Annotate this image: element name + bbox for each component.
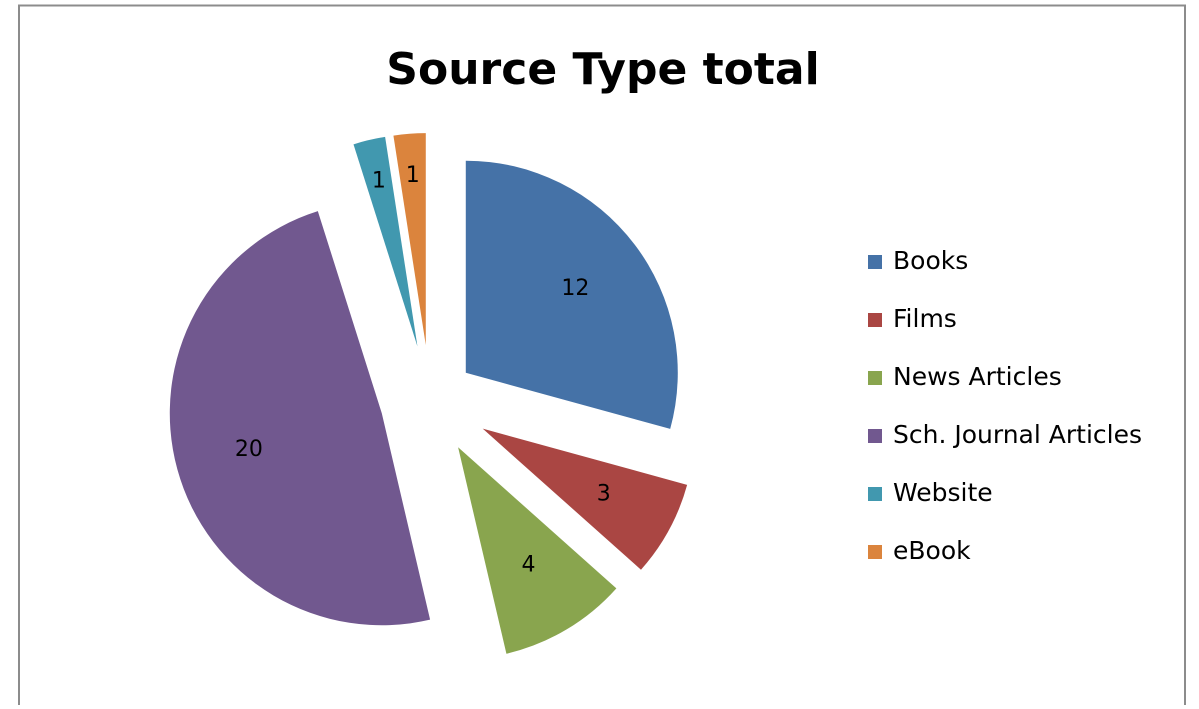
- pie-slice: [482, 428, 688, 570]
- legend-swatch: [868, 429, 882, 443]
- data-label: 3: [597, 481, 611, 506]
- legend-label: Website: [893, 478, 993, 507]
- pie-slice: [458, 447, 617, 654]
- data-label: 4: [522, 553, 536, 578]
- pie-slice: [465, 160, 678, 429]
- legend-label: Books: [893, 246, 968, 275]
- legend-label: eBook: [893, 536, 971, 565]
- chart-border: [18, 4, 1186, 709]
- pie-slice: [353, 136, 418, 347]
- legend-label: Sch. Journal Articles: [893, 420, 1142, 449]
- legend-label: News Articles: [893, 362, 1062, 391]
- legend-swatch: [868, 487, 882, 501]
- data-label: 12: [561, 276, 589, 301]
- legend-swatch: [868, 371, 882, 385]
- data-label: 1: [406, 163, 420, 188]
- legend-swatch: [868, 313, 882, 327]
- data-label: 20: [235, 437, 263, 462]
- legend-swatch: [868, 545, 882, 559]
- data-label: 1: [372, 168, 386, 193]
- pie-slice: [393, 133, 426, 346]
- pie-slice: [169, 211, 431, 626]
- legend-label: Films: [893, 304, 957, 333]
- legend-swatch: [868, 255, 882, 269]
- chart-title: Source Type total: [386, 44, 819, 95]
